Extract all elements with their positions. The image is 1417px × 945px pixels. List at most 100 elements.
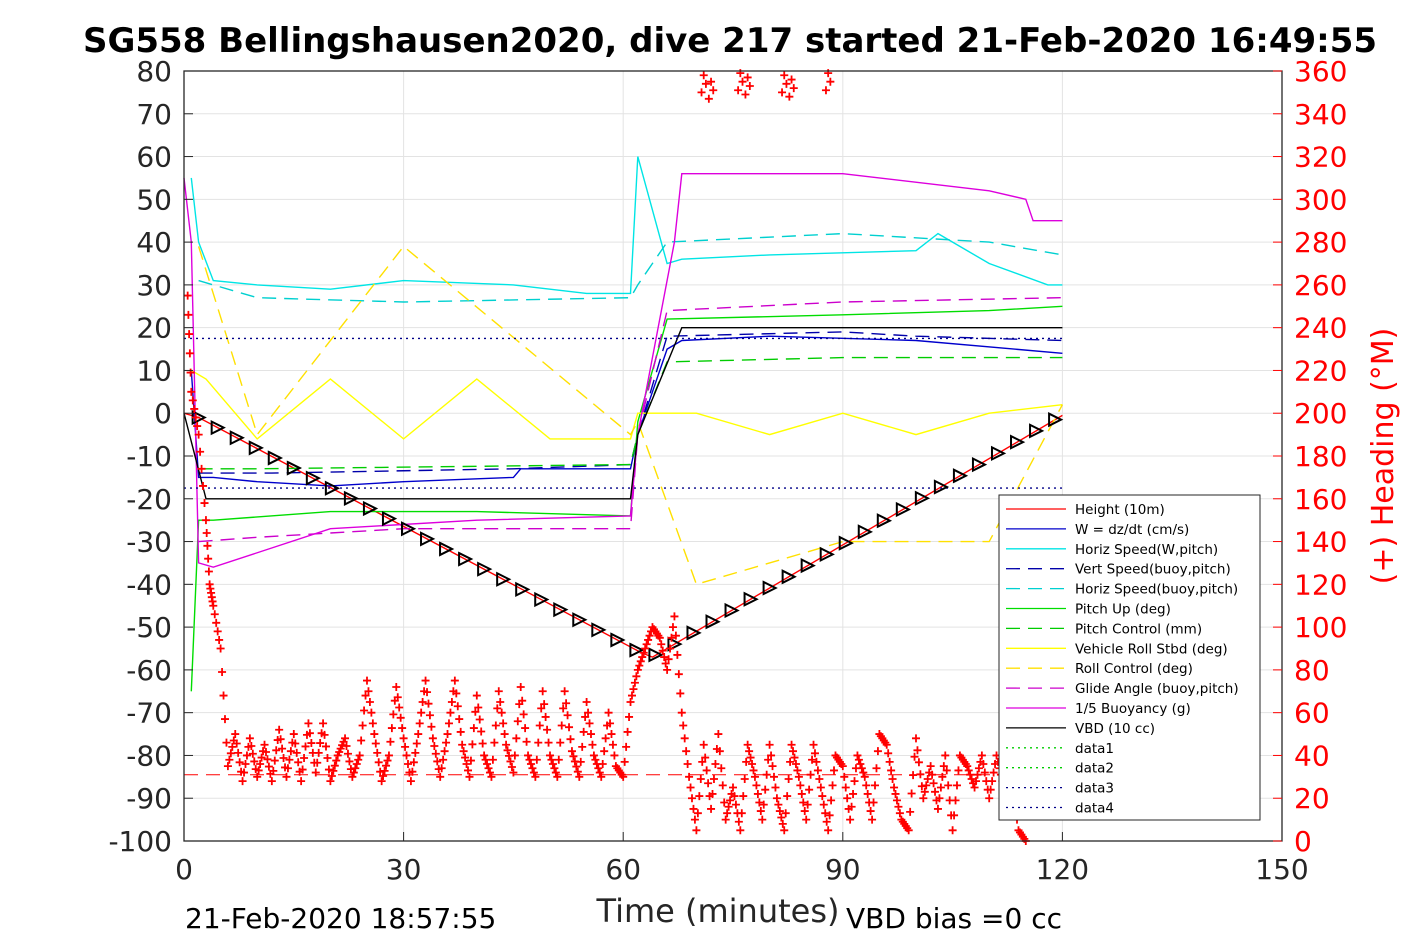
heading-marker bbox=[629, 685, 638, 694]
heading-marker bbox=[194, 430, 203, 439]
heading-marker bbox=[220, 715, 229, 724]
heading-marker bbox=[320, 730, 329, 739]
heading-marker bbox=[888, 774, 897, 783]
heading-marker bbox=[786, 757, 795, 766]
heading-marker bbox=[187, 387, 196, 396]
heading-marker bbox=[250, 757, 259, 766]
heading-marker bbox=[781, 809, 790, 818]
heading-marker bbox=[509, 768, 518, 777]
heading-marker bbox=[428, 734, 437, 743]
heading-marker bbox=[352, 760, 361, 768]
heading-marker bbox=[212, 618, 221, 627]
heading-marker bbox=[367, 708, 376, 717]
heading-markers bbox=[183, 69, 1030, 845]
heading-marker bbox=[826, 77, 835, 86]
heading-marker bbox=[841, 783, 850, 792]
left-axis-ticks: -100-90-80-70-60-50-40-30-20-10010203040… bbox=[108, 55, 193, 858]
heading-marker bbox=[850, 777, 859, 786]
heading-marker bbox=[491, 721, 500, 730]
heading-marker bbox=[348, 772, 357, 781]
heading-marker bbox=[357, 736, 366, 745]
heading-marker bbox=[671, 631, 680, 640]
heading-marker bbox=[197, 464, 206, 473]
heading-marker bbox=[892, 796, 901, 805]
right-axis-ticks: 0 20 40 60 80 100 120 140 160 180 200 220 240 260 280 3… bbox=[1273, 55, 1347, 858]
heading-marker bbox=[914, 758, 923, 767]
heading-marker bbox=[771, 783, 780, 792]
heading-marker bbox=[765, 740, 774, 749]
heading-marker bbox=[440, 747, 449, 756]
heading-marker bbox=[497, 708, 506, 717]
heading-marker bbox=[607, 730, 616, 739]
heading-marker bbox=[503, 746, 512, 755]
heading-marker bbox=[816, 783, 825, 792]
heading-marker bbox=[913, 746, 922, 755]
heading-marker bbox=[204, 567, 213, 576]
triangle-marker bbox=[248, 440, 264, 456]
heading-marker bbox=[721, 815, 730, 824]
heading-marker bbox=[746, 753, 755, 762]
triangle-marker bbox=[914, 490, 931, 506]
heading-marker bbox=[931, 787, 940, 796]
heading-marker bbox=[537, 704, 546, 713]
triangle-marker bbox=[420, 531, 436, 547]
heading-marker bbox=[490, 738, 499, 747]
heading-marker bbox=[863, 789, 872, 798]
heading-marker bbox=[301, 742, 310, 751]
heading-marker bbox=[622, 742, 631, 751]
heading-marker bbox=[666, 644, 675, 653]
heading-marker bbox=[676, 689, 685, 698]
heading-marker bbox=[784, 774, 793, 783]
heading-marker bbox=[819, 800, 828, 809]
triangle-marker bbox=[971, 456, 988, 473]
heading-marker bbox=[474, 703, 483, 712]
heading-marker bbox=[658, 646, 667, 655]
heading-marker bbox=[483, 760, 492, 768]
heading-marker bbox=[734, 817, 743, 826]
legend-label: Horiz Speed(W,pitch) bbox=[1075, 542, 1218, 558]
heading-marker bbox=[708, 789, 717, 798]
heading-marker bbox=[297, 777, 306, 786]
heading-marker bbox=[566, 735, 575, 744]
heading-marker bbox=[311, 768, 320, 777]
heading-marker bbox=[595, 768, 604, 777]
heading-marker bbox=[926, 762, 935, 771]
heading-marker bbox=[215, 635, 224, 644]
footer-vbd-bias: VBD bias =0 cc bbox=[846, 902, 1062, 935]
legend-label: data4 bbox=[1075, 801, 1114, 817]
legend-label: VBD (10 cc) bbox=[1075, 721, 1155, 737]
heading-marker bbox=[853, 751, 862, 760]
heading-marker bbox=[620, 757, 629, 766]
heading-marker bbox=[389, 710, 398, 719]
heading-marker bbox=[392, 683, 401, 691]
heading-marker bbox=[522, 737, 531, 746]
heading-marker bbox=[411, 748, 420, 757]
heading-marker bbox=[494, 687, 503, 696]
heading-marker bbox=[316, 739, 325, 748]
heading-marker bbox=[393, 693, 402, 702]
heading-marker bbox=[468, 740, 477, 749]
heading-marker bbox=[188, 396, 197, 405]
heading-marker bbox=[242, 751, 251, 760]
heading-marker bbox=[446, 708, 455, 717]
heading-marker bbox=[304, 719, 313, 728]
heading-marker bbox=[409, 758, 418, 767]
heading-marker bbox=[933, 804, 942, 813]
heading-marker bbox=[484, 764, 493, 773]
heading-marker bbox=[399, 734, 408, 743]
heading-marker bbox=[493, 704, 502, 713]
heading-marker bbox=[379, 771, 388, 780]
heading-marker bbox=[345, 757, 354, 766]
heading-marker bbox=[464, 766, 473, 775]
heading-marker bbox=[238, 777, 247, 786]
heading-marker bbox=[736, 826, 745, 835]
heading-marker bbox=[534, 738, 543, 747]
heading-marker bbox=[351, 764, 360, 773]
heading-marker bbox=[425, 711, 434, 720]
series-layer bbox=[183, 156, 1064, 776]
heading-marker bbox=[904, 826, 913, 835]
heading-marker bbox=[775, 807, 784, 816]
heading-marker bbox=[774, 800, 783, 809]
heading-marker bbox=[935, 794, 944, 803]
